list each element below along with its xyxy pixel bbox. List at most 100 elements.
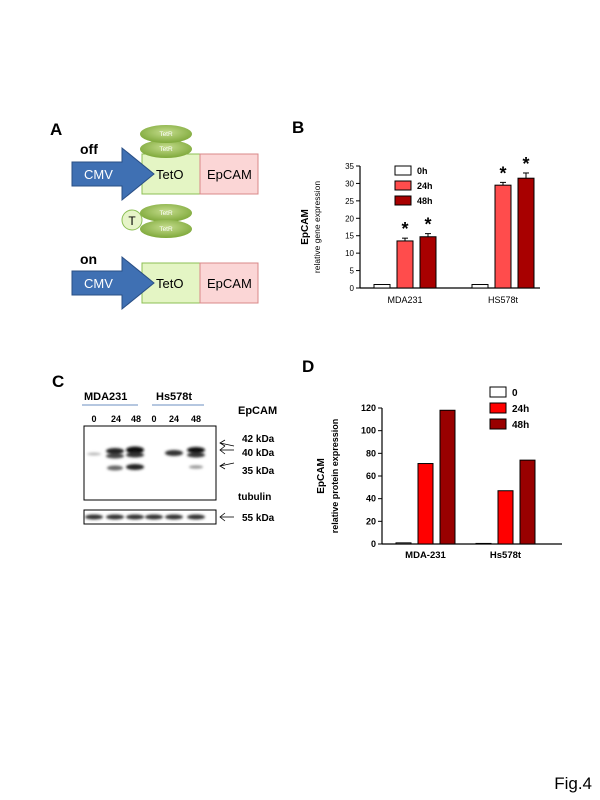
bar [373,284,391,289]
epcam-box-on [199,262,259,304]
bar [419,236,437,289]
epcam-blot-label: EpCAM [238,405,277,417]
legend-label: 0 [512,388,518,399]
lane-label: 48 [191,414,201,424]
y-tick-label: 0 [371,539,376,549]
bar [396,240,414,289]
bar [494,184,512,289]
group-label-hs578t: Hs578t [156,391,192,403]
tubulin-label: tubulin [238,492,271,503]
marker-40kda: 40 kDa [242,448,275,459]
cmv-arrow-off [71,146,155,202]
legend-swatch [489,386,507,398]
bar [471,284,489,289]
bar [475,542,492,545]
tetr-label: TetR [159,146,173,153]
marker-arrow [219,442,235,447]
tetr-ellipse-off-bottom [140,140,192,158]
tetr-ellipse-on-bottom [140,220,192,238]
y-axis-title: EpCAM [316,458,327,494]
panel-letter-b: B [292,118,305,137]
teto-label-on: TetO [156,276,183,291]
epcam-bands [87,446,205,471]
t-inducer-label: T [128,214,136,228]
category-label: MDA-231 [405,550,446,561]
legend-label: 48h [512,420,529,431]
tetr-label: TetR [159,210,173,217]
cmv-label-off: CMV [84,167,113,182]
significance-star: * [401,219,408,239]
lane-label: 24 [111,414,121,424]
legend-label: 24h [512,404,529,415]
tetr-ellipse-on-top [140,204,192,222]
t-inducer-circle [121,209,143,231]
y-tick-label: 0 [350,284,355,293]
lane-label: 48 [131,414,141,424]
y-tick-label: 20 [345,214,354,223]
legend-label: 48h [417,196,433,206]
panel-letter-a: A [50,120,63,139]
bar [517,177,535,289]
epcam-label-on: EpCAM [207,276,252,291]
figure-label: Fig.4 [554,774,592,793]
y-tick-label: 35 [345,162,354,171]
tubulin-bands [85,514,205,520]
cmv-label-on: CMV [84,276,113,291]
legend-label: 0h [417,166,428,176]
bar [417,463,434,545]
y-axis-title: EpCAM [300,209,311,245]
epcam-label-off: EpCAM [207,167,252,182]
y-axis-subtitle: relative protein expression [330,419,340,534]
lane-label: 0 [91,414,96,424]
panel-letter-c: C [52,372,65,391]
y-tick-label: 20 [366,516,376,526]
significance-star: * [499,163,506,183]
bar [395,542,412,545]
legend-swatch [489,402,507,414]
y-tick-label: 15 [345,232,354,241]
epcam-box-off [199,153,259,195]
y-tick-label: 60 [366,471,376,481]
category-label: Hs578t [490,550,522,561]
y-tick-label: 80 [366,448,376,458]
category-label: HS578t [488,295,519,305]
tetr-label: TetR [159,226,173,233]
legend-swatch [394,195,412,206]
y-tick-label: 10 [345,249,354,258]
y-tick-label: 120 [361,403,376,413]
marker-35kda: 35 kDa [242,466,275,477]
group-label-mda231: MDA231 [84,391,127,403]
tet-on-construct-diagram: off CMV TetO EpCAM TetR TetR TetR TetR T… [71,125,259,311]
significance-star: * [522,154,529,174]
legend-swatch [489,418,507,430]
lane-label: 0 [151,414,156,424]
western-blot: MDA231 Hs578t EpCAM 0 24 48 0 24 48 42 k… [82,391,277,525]
y-tick-label: 30 [345,179,354,188]
y-tick-label: 40 [366,494,376,504]
bar [519,459,536,545]
off-label: off [80,141,98,157]
bar [497,490,514,545]
legend-label: 24h [417,181,433,191]
bar [439,409,456,545]
marker-55kda: 55 kDa [242,513,275,524]
y-tick-label: 5 [350,267,355,276]
y-axis-subtitle: relative gene expression [312,181,322,273]
panel-b-chart: 0 5 10 15 20 25 30 35 EpCAM relative gene express… [300,154,540,305]
tetr-ellipse-off-top [140,125,192,143]
marker-arrow [219,462,235,467]
marker-42kda: 42 kDa [242,434,275,445]
category-label: MDA231 [387,295,422,305]
y-tick-label: 25 [345,197,354,206]
epcam-blot-frame [83,425,217,501]
panel-d-chart: 0 20 40 60 80 100 120 EpCAM relative protein exp… [316,386,562,561]
on-label: on [80,251,97,267]
panel-letter-d: D [302,357,315,376]
teto-label-off: TetO [156,167,183,182]
tetr-label: TetR [159,131,173,138]
legend-swatch [394,165,412,176]
lane-label: 24 [169,414,179,424]
legend-swatch [394,180,412,191]
significance-star: * [424,215,431,235]
cmv-arrow-on [71,255,155,311]
